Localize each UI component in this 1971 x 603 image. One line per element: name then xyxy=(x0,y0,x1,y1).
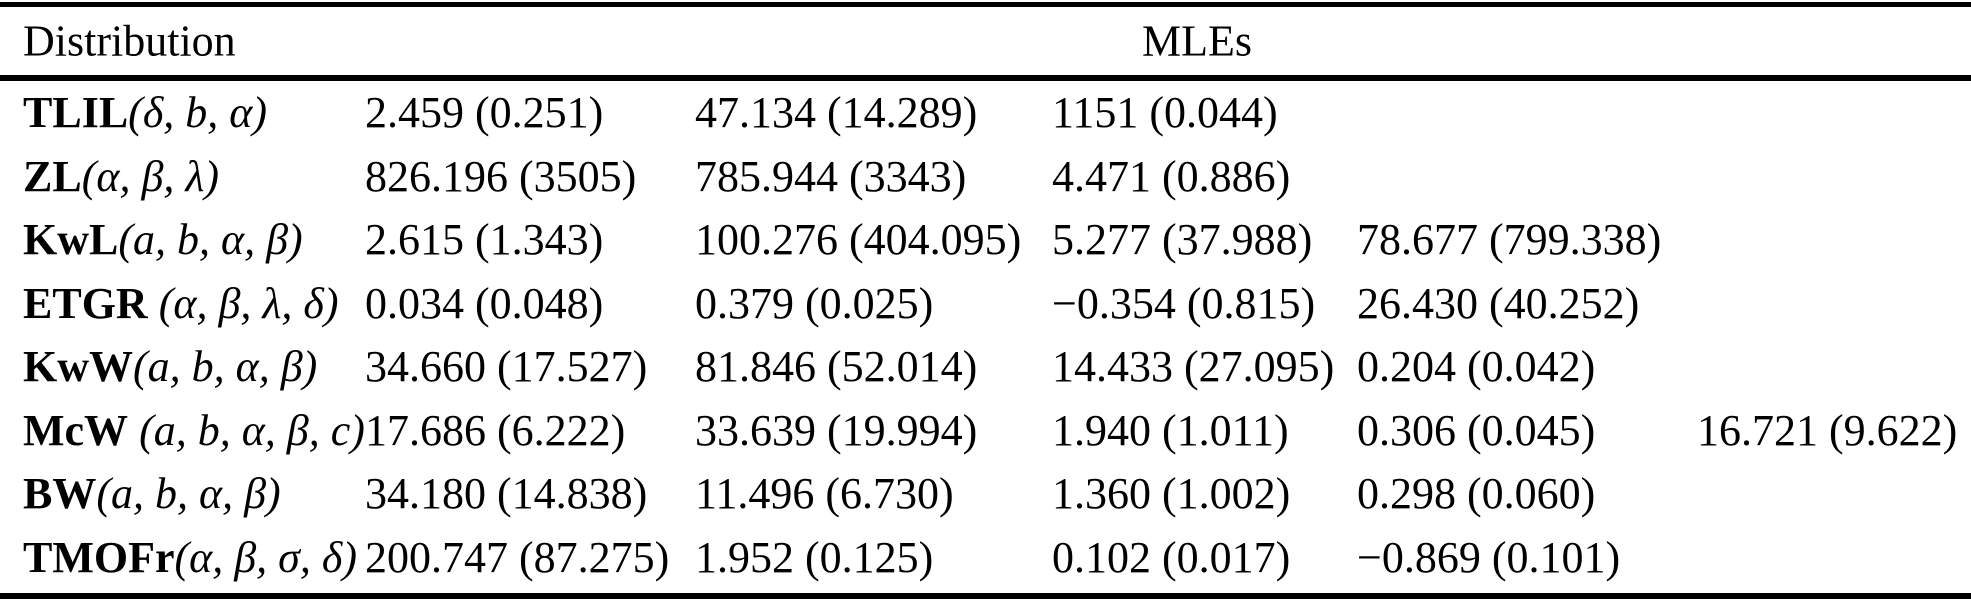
mle-cell-3: 1151 (0.044) xyxy=(1052,88,1278,138)
distribution-name: ETGR xyxy=(23,278,148,328)
mle-cell-4: 26.430 (40.252) xyxy=(1357,278,1640,328)
distribution-params: (a, b, α, β, c) xyxy=(128,405,365,455)
mle-cell-1: 826.196 (3505) xyxy=(365,151,637,201)
mle-cell-3: 5.277 (37.988) xyxy=(1052,215,1313,265)
distribution-params: (δ, b, α) xyxy=(128,88,268,138)
column-header-mles: MLEs xyxy=(1142,16,1252,66)
table-header-row: Distribution MLEs xyxy=(0,7,1971,75)
table-row: ETGR (α, β, λ, δ) 0.034 (0.048) 0.379 (0… xyxy=(0,272,1971,336)
table-row: KwL(a, b, α, β) 2.615 (1.343) 100.276 (4… xyxy=(0,208,1971,272)
mle-cell-1: 2.459 (0.251) xyxy=(365,88,604,138)
distribution-params: (α, β, λ) xyxy=(81,151,220,201)
distribution-name: McW xyxy=(23,405,129,455)
mle-cell-3: 0.102 (0.017) xyxy=(1052,532,1291,582)
distribution-label: ETGR (α, β, λ, δ) xyxy=(23,278,365,329)
distribution-label: McW (a, b, α, β, c) xyxy=(23,405,365,456)
mle-cell-4: 78.677 (799.338) xyxy=(1357,215,1662,265)
mle-cell-1: 200.747 (87.275) xyxy=(365,532,670,582)
mle-cell-1: 2.615 (1.343) xyxy=(365,215,604,265)
mle-cell-2: 0.379 (0.025) xyxy=(695,278,934,328)
distribution-name: KwW xyxy=(23,342,133,392)
distribution-label: TLIL(δ, b, α) xyxy=(23,87,365,138)
mle-cell-2: 785.944 (3343) xyxy=(695,151,967,201)
distribution-label: BW(a, b, α, β) xyxy=(23,468,365,519)
table-body: TLIL(δ, b, α) 2.459 (0.251) 47.134 (14.2… xyxy=(0,81,1971,589)
distribution-label: ZL(α, β, λ) xyxy=(23,151,365,202)
distribution-params: (a, b, α, β) xyxy=(96,469,281,519)
distribution-label: TMOFr(α, β, σ, δ) xyxy=(23,532,365,583)
mle-cell-4: −0.869 (0.101) xyxy=(1357,532,1621,582)
distribution-params: (a, b, α, β) xyxy=(133,342,318,392)
mle-cell-2: 33.639 (19.994) xyxy=(695,405,978,455)
table-row: BW(a, b, α, β) 34.180 (14.838) 11.496 (6… xyxy=(0,462,1971,526)
header-rule xyxy=(0,75,1971,81)
mle-cell-3: −0.354 (0.815) xyxy=(1052,278,1316,328)
table-row: KwW(a, b, α, β) 34.660 (17.527) 81.846 (… xyxy=(0,335,1971,399)
distribution-name: BW xyxy=(23,469,97,519)
distribution-label: KwL(a, b, α, β) xyxy=(23,214,365,265)
mle-cell-4: 0.204 (0.042) xyxy=(1357,342,1596,392)
table-row: TMOFr(α, β, σ, δ) 200.747 (87.275) 1.952… xyxy=(0,526,1971,590)
mle-cell-3: 1.940 (1.011) xyxy=(1052,405,1289,455)
mle-cell-3: 4.471 (0.886) xyxy=(1052,151,1291,201)
mle-cell-1: 0.034 (0.048) xyxy=(365,278,604,328)
distribution-label: KwW(a, b, α, β) xyxy=(23,341,365,392)
distribution-name: TLIL xyxy=(23,88,129,138)
mle-cell-4: 0.306 (0.045) xyxy=(1357,405,1596,455)
table-row: TLIL(δ, b, α) 2.459 (0.251) 47.134 (14.2… xyxy=(0,81,1971,145)
distribution-params: (a, b, α, β) xyxy=(118,215,303,265)
mle-cell-1: 34.660 (17.527) xyxy=(365,342,648,392)
distribution-name: KwL xyxy=(23,215,119,265)
bottom-rule xyxy=(0,593,1971,599)
table-row: ZL(α, β, λ) 826.196 (3505) 785.944 (3343… xyxy=(0,145,1971,209)
mle-cell-4: 0.298 (0.060) xyxy=(1357,469,1596,519)
distribution-name: ZL xyxy=(23,151,82,201)
mle-cell-5: 16.721 (9.622) xyxy=(1697,405,1958,455)
top-rule xyxy=(0,2,1971,7)
mle-cell-3: 1.360 (1.002) xyxy=(1052,469,1291,519)
mle-cell-2: 47.134 (14.289) xyxy=(695,88,978,138)
mle-cell-1: 34.180 (14.838) xyxy=(365,469,648,519)
mle-cell-2: 1.952 (0.125) xyxy=(695,532,934,582)
column-header-distribution: Distribution xyxy=(23,16,236,66)
mle-cell-3: 14.433 (27.095) xyxy=(1052,342,1335,392)
mle-cell-2: 100.276 (404.095) xyxy=(695,215,1022,265)
mle-cell-2: 11.496 (6.730) xyxy=(695,469,954,519)
table-row: McW (a, b, α, β, c) 17.686 (6.222) 33.63… xyxy=(0,399,1971,463)
distribution-params: (α, β, σ, δ) xyxy=(174,532,357,582)
distribution-name: TMOFr xyxy=(23,532,175,582)
mle-cell-2: 81.846 (52.014) xyxy=(695,342,978,392)
mle-cell-1: 17.686 (6.222) xyxy=(365,405,626,455)
distribution-params: (α, β, λ, δ) xyxy=(147,278,339,328)
